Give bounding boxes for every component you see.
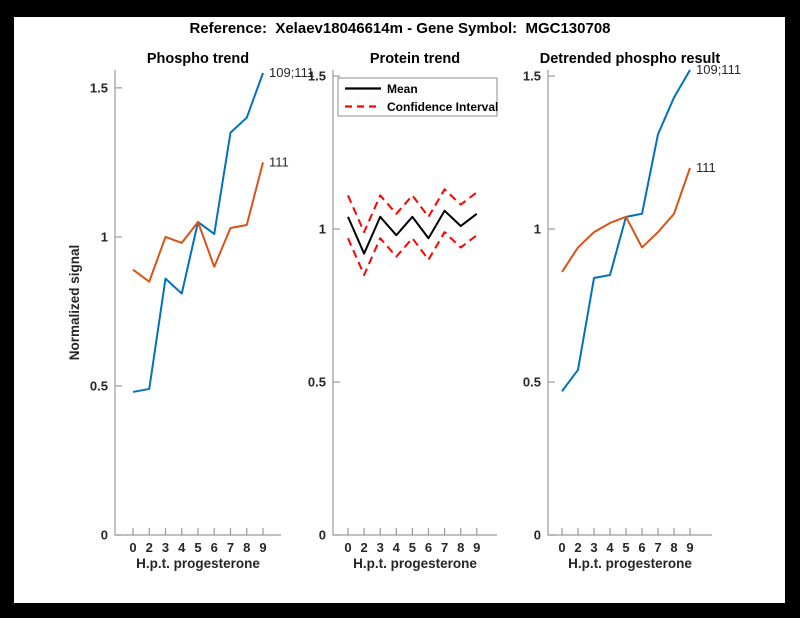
series-line-confidence-interval-lower bbox=[347, 231, 478, 276]
series-line-111 bbox=[561, 167, 691, 273]
x-tick-label: 3 bbox=[162, 540, 169, 555]
x-tick-label: 5 bbox=[622, 540, 629, 555]
subplot-title: Protein trend bbox=[370, 51, 460, 67]
series-line-confidence-interval-upper bbox=[347, 188, 478, 234]
legend-label: Confidence Interval bbox=[387, 100, 498, 114]
y-tick-label: 1 bbox=[101, 229, 108, 244]
series-line-109-111 bbox=[561, 69, 691, 392]
subplot-title: Phospho trend bbox=[147, 51, 249, 67]
x-tick-label: 2 bbox=[360, 540, 367, 555]
x-tick-label: 9 bbox=[686, 540, 693, 555]
x-tick-label: 0 bbox=[129, 540, 136, 555]
x-tick-label: 2 bbox=[574, 540, 581, 555]
y-tick-label: 1.5 bbox=[308, 69, 326, 84]
x-tick-label: 8 bbox=[243, 540, 250, 555]
y-tick-label: 0 bbox=[319, 528, 326, 543]
legend-label: Mean bbox=[387, 82, 418, 96]
x-tick-label: 4 bbox=[178, 540, 186, 555]
x-axis-label: H.p.t. progesterone bbox=[568, 556, 692, 571]
x-tick-label: 4 bbox=[393, 540, 401, 555]
figure-title: Reference: Xelaev18046614m - Gene Symbol… bbox=[189, 20, 611, 37]
x-tick-label: 6 bbox=[425, 540, 432, 555]
subplot-3: 00.511.50 2 3 4 5 6 7 8 9H.p.t. progesteroneDetr… bbox=[523, 51, 741, 571]
x-tick-label: 0 bbox=[344, 540, 351, 555]
x-axis-label: H.p.t. progesterone bbox=[353, 556, 477, 571]
x-axis-label: H.p.t. progesterone bbox=[136, 556, 260, 571]
x-tick-label: 7 bbox=[441, 540, 448, 555]
x-tick-label: 2 bbox=[146, 540, 153, 555]
series-line-111 bbox=[132, 162, 264, 283]
y-tick-label: 0.5 bbox=[90, 378, 108, 393]
x-tick-label: 3 bbox=[377, 540, 384, 555]
axis-lines bbox=[114, 70, 281, 536]
y-tick-label: 0.5 bbox=[523, 375, 541, 390]
x-tick-label: 5 bbox=[194, 540, 201, 555]
y-tick-label: 0 bbox=[101, 528, 108, 543]
series-end-label: 111 bbox=[269, 154, 289, 169]
series-end-label: 109;111 bbox=[269, 65, 314, 80]
series-end-label: 111 bbox=[696, 160, 716, 175]
x-tick-label: 6 bbox=[211, 540, 218, 555]
legend-box bbox=[337, 77, 498, 117]
y-tick-label: 1 bbox=[534, 222, 541, 237]
axis-lines bbox=[547, 70, 712, 536]
x-tick-label: 8 bbox=[457, 540, 464, 555]
x-tick-label: 5 bbox=[409, 540, 416, 555]
axis-lines bbox=[332, 70, 497, 536]
subplot-1: 00.511.50 2 3 4 5 6 7 8 9H.p.t. progesteronePhos… bbox=[67, 51, 314, 571]
subplot-2: 00.511.50 2 3 4 5 6 7 8 9H.p.t. progesteroneProt… bbox=[308, 51, 498, 571]
y-tick-label: 0 bbox=[534, 528, 541, 543]
series-line-mean bbox=[347, 209, 478, 255]
x-tick-label: 7 bbox=[654, 540, 661, 555]
x-tick-label: 9 bbox=[259, 540, 266, 555]
legend: Mean Confidence Interval bbox=[337, 77, 498, 117]
y-axis-label: Normalized signal bbox=[67, 245, 82, 361]
y-tick-label: 1 bbox=[319, 222, 326, 237]
x-tick-label: 4 bbox=[606, 540, 614, 555]
series-end-label: 109;111 bbox=[696, 62, 741, 77]
x-tick-label: 3 bbox=[590, 540, 597, 555]
subplot-title: Detrended phospho result bbox=[540, 51, 721, 67]
series-line-109-111 bbox=[132, 72, 264, 393]
x-tick-label: 7 bbox=[227, 540, 234, 555]
x-tick-label: 9 bbox=[473, 540, 480, 555]
x-tick-label: 8 bbox=[670, 540, 677, 555]
x-tick-label: 6 bbox=[638, 540, 645, 555]
x-tick-label: 0 bbox=[558, 540, 565, 555]
y-tick-label: 0.5 bbox=[308, 375, 326, 390]
y-tick-label: 1.5 bbox=[523, 69, 541, 84]
y-tick-label: 1.5 bbox=[90, 80, 108, 95]
